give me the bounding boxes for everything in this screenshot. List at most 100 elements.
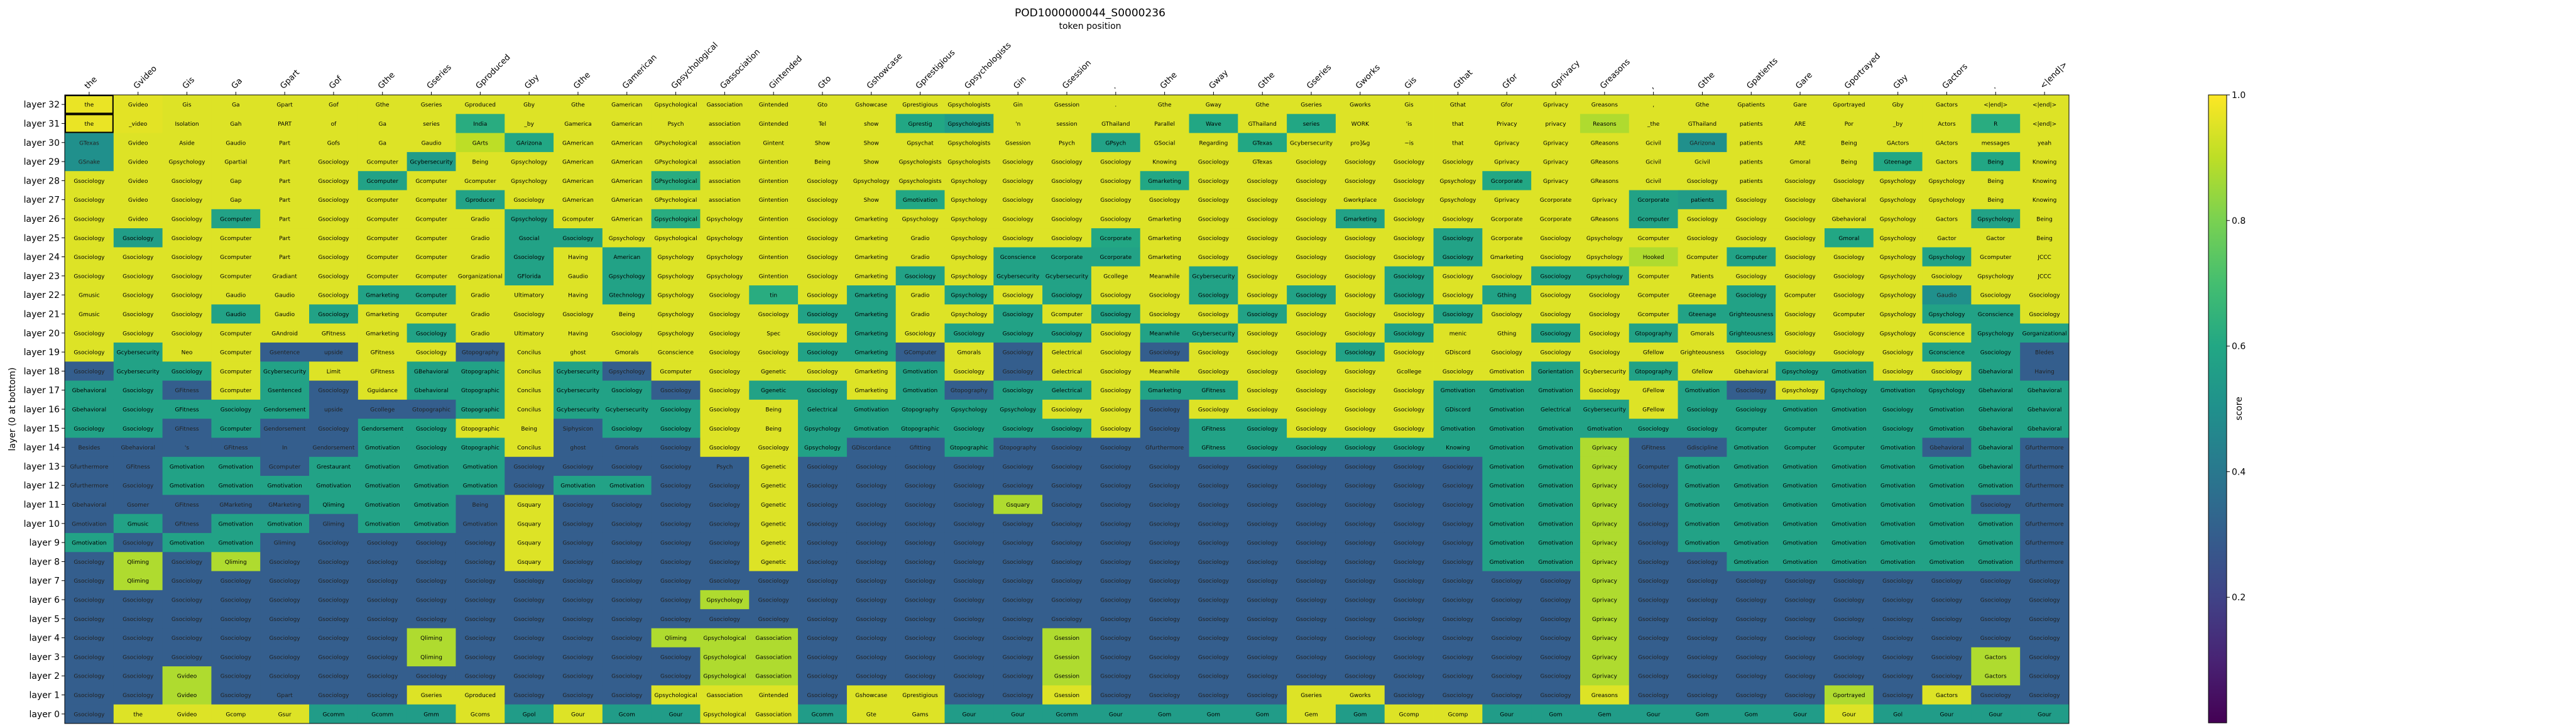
colorbar-tick-label: 1.0 bbox=[2232, 91, 2246, 101]
heatmap-cell bbox=[407, 342, 456, 362]
heatmap-cell bbox=[1531, 114, 1581, 134]
heatmap-cell bbox=[651, 171, 701, 190]
heatmap-cell bbox=[846, 228, 897, 248]
heatmap-cell bbox=[1189, 704, 1238, 724]
heatmap-cell bbox=[260, 151, 310, 172]
heatmap-cell bbox=[1727, 323, 1776, 343]
heatmap-cell bbox=[749, 666, 799, 686]
heatmap-cell bbox=[309, 342, 359, 362]
heatmap-cell bbox=[1482, 495, 1532, 515]
heatmap-cell bbox=[211, 151, 261, 172]
heatmap-cell bbox=[554, 495, 603, 515]
heatmap-cell bbox=[651, 666, 701, 686]
heatmap-cell bbox=[1042, 552, 1092, 571]
heatmap-cell bbox=[700, 685, 750, 705]
heatmap-cell bbox=[260, 342, 310, 362]
heatmap-cell bbox=[1482, 476, 1532, 495]
heatmap-cell bbox=[1971, 133, 2021, 153]
heatmap-cell bbox=[260, 532, 310, 553]
heatmap-cell bbox=[1824, 266, 1874, 286]
heatmap-cell bbox=[749, 228, 799, 248]
heatmap-cell bbox=[1776, 151, 1825, 172]
heatmap-cell bbox=[211, 685, 261, 705]
heatmap-cell bbox=[1335, 228, 1385, 248]
heatmap-cell bbox=[1140, 419, 1189, 438]
heatmap-cell bbox=[1873, 114, 1923, 134]
heatmap-cell bbox=[1824, 437, 1874, 458]
heatmap-cell bbox=[798, 95, 848, 114]
heatmap-cell bbox=[1776, 342, 1825, 362]
heatmap-cell bbox=[993, 380, 1043, 400]
heatmap-cell bbox=[1971, 342, 2021, 362]
heatmap-cell bbox=[505, 380, 554, 400]
heatmap-cell bbox=[113, 342, 163, 362]
heatmap-cell bbox=[1335, 266, 1385, 286]
heatmap-cell bbox=[357, 209, 408, 229]
heatmap-cell bbox=[993, 552, 1043, 571]
heatmap-cell bbox=[1189, 456, 1238, 476]
heatmap-cell bbox=[1678, 133, 1727, 153]
heatmap-cell bbox=[602, 419, 652, 438]
heatmap-cell bbox=[505, 704, 554, 724]
heatmap-cell bbox=[407, 151, 456, 172]
heatmap-cell bbox=[113, 266, 163, 286]
heatmap-cell bbox=[1971, 380, 2021, 400]
heatmap-cell bbox=[260, 133, 310, 153]
heatmap-cell bbox=[944, 437, 994, 458]
heatmap-cell bbox=[357, 228, 408, 248]
heatmap-cell bbox=[1873, 323, 1923, 343]
heatmap-cell bbox=[1238, 133, 1287, 153]
heatmap-cell bbox=[1384, 133, 1434, 153]
heatmap-cell bbox=[944, 247, 994, 267]
heatmap-cell bbox=[846, 437, 897, 458]
heatmap-cell bbox=[602, 590, 652, 610]
heatmap-cell bbox=[211, 380, 261, 400]
heatmap-cell bbox=[1824, 419, 1874, 438]
heatmap-cell bbox=[1482, 647, 1532, 667]
y-tick-label: layer 1 bbox=[30, 691, 60, 701]
heatmap-cell bbox=[1433, 323, 1483, 343]
heatmap-cell bbox=[1238, 647, 1287, 667]
x-tick-label: Gby bbox=[523, 73, 541, 91]
x-tick-label: Gare bbox=[1794, 70, 1815, 91]
heatmap-cell bbox=[505, 304, 554, 324]
heatmap-cell bbox=[162, 323, 212, 343]
heatmap-cell bbox=[846, 285, 897, 305]
heatmap-cell bbox=[1335, 590, 1385, 610]
heatmap-cell bbox=[1433, 190, 1483, 210]
heatmap-cell bbox=[2020, 247, 2070, 267]
heatmap-cell bbox=[2020, 437, 2070, 458]
heatmap-cell bbox=[407, 247, 456, 267]
heatmap-cell bbox=[944, 361, 994, 381]
heatmap-cell bbox=[1189, 666, 1238, 686]
heatmap-cell bbox=[1335, 380, 1385, 400]
heatmap-cell bbox=[65, 323, 114, 343]
heatmap-cell bbox=[1580, 704, 1630, 724]
heatmap-cell bbox=[65, 609, 114, 629]
heatmap-cell bbox=[1335, 399, 1385, 419]
heatmap-cell bbox=[1824, 285, 1874, 305]
heatmap-cell bbox=[1482, 609, 1532, 629]
heatmap-cell bbox=[1629, 666, 1678, 686]
heatmap-cell bbox=[260, 495, 310, 515]
heatmap-cell bbox=[1776, 666, 1825, 686]
heatmap-cell bbox=[309, 171, 359, 190]
heatmap-cell bbox=[407, 609, 456, 629]
heatmap-cell bbox=[1042, 209, 1092, 229]
heatmap-cell bbox=[749, 532, 799, 553]
heatmap-cell bbox=[260, 114, 310, 134]
heatmap-cell bbox=[1824, 590, 1874, 610]
heatmap-cell bbox=[211, 323, 261, 343]
heatmap-cell bbox=[1287, 151, 1336, 172]
heatmap-cell bbox=[1824, 571, 1874, 591]
heatmap-cell bbox=[357, 171, 408, 190]
heatmap-cell bbox=[1971, 323, 2021, 343]
heatmap-cell bbox=[1873, 209, 1923, 229]
heatmap-cell bbox=[1335, 495, 1385, 515]
heatmap-cell bbox=[65, 228, 114, 248]
heatmap-cell bbox=[1433, 95, 1483, 114]
heatmap-cell bbox=[1287, 628, 1336, 648]
heatmap-cell bbox=[1678, 476, 1727, 495]
heatmap-cell bbox=[1776, 380, 1825, 400]
heatmap-cell bbox=[1189, 628, 1238, 648]
